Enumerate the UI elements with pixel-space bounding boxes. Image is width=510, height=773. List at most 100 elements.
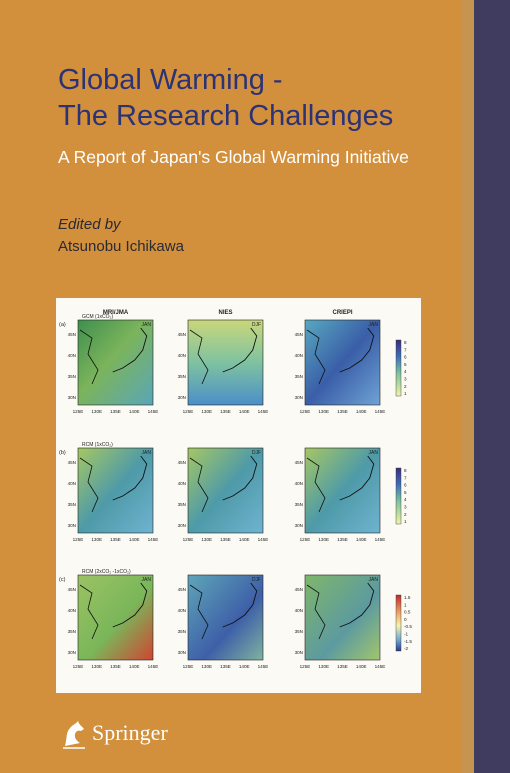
row-model-label: GCM (1xCO₂) — [82, 314, 113, 320]
coastline — [189, 584, 209, 640]
lat-tick-label: 30N — [68, 395, 76, 400]
japan-outline — [222, 455, 258, 501]
map-figure: MRI/JMA NIES CRIEPI (a) GCM (1xCO₂) JAN 45N 40N… — [59, 310, 412, 669]
title-line-1: Global Warming - — [58, 64, 283, 96]
japan-outline — [339, 455, 375, 501]
legend-tick-label: 1 — [404, 602, 407, 607]
lon-tick-label: 135E — [110, 664, 121, 669]
coastline — [306, 584, 326, 640]
legend-tick-label: 8 — [404, 468, 407, 473]
book-subtitle: A Report of Japan's Global Warming Initi… — [58, 147, 409, 167]
lat-tick-label: 45N — [178, 460, 186, 465]
coastline — [189, 457, 209, 513]
legend-tick-label: -1.5 — [404, 639, 412, 644]
legend-tick-label: 2 — [404, 512, 407, 517]
lat-tick-label: 40N — [68, 481, 76, 486]
legend-tick-label: 8 — [404, 340, 407, 345]
lon-tick-label: 140E — [239, 409, 250, 414]
lon-tick-label: 145E — [258, 664, 269, 669]
lat-tick-label: 40N — [178, 608, 186, 613]
cover-stripe-light — [462, 0, 474, 773]
column-header: NIES — [218, 310, 232, 316]
lat-tick-label: 35N — [68, 629, 76, 634]
legend-tick-label: 1.5 — [404, 595, 411, 600]
lon-tick-label: 140E — [356, 537, 367, 542]
lat-tick-label: 45N — [178, 332, 186, 337]
lon-tick-label: 130E — [201, 537, 212, 542]
lat-tick-label: 45N — [295, 460, 303, 465]
lat-tick-label: 35N — [295, 374, 303, 379]
lon-tick-label: 125E — [73, 409, 84, 414]
lat-tick-label: 45N — [295, 587, 303, 592]
lon-tick-label: 145E — [375, 537, 386, 542]
lon-tick-label: 140E — [356, 409, 367, 414]
lat-tick-label: 35N — [178, 629, 186, 634]
coastline — [189, 329, 209, 385]
map-panel — [187, 574, 264, 661]
lon-tick-label: 125E — [183, 664, 194, 669]
season-label: JAN — [142, 322, 152, 328]
lon-tick-label: 135E — [337, 537, 348, 542]
legend-tick-label: 4 — [404, 369, 407, 374]
lat-tick-label: 30N — [68, 650, 76, 655]
season-label: DJF — [252, 450, 261, 456]
lon-tick-label: 130E — [318, 664, 329, 669]
coastline — [306, 457, 326, 513]
color-legend — [395, 339, 402, 397]
publisher: Springer — [60, 716, 168, 750]
lat-tick-label: 40N — [295, 608, 303, 613]
lon-tick-label: 135E — [220, 409, 231, 414]
lon-tick-label: 135E — [220, 537, 231, 542]
row-label: (c) — [59, 577, 66, 583]
lon-tick-label: 125E — [183, 409, 194, 414]
season-label: JAN — [369, 577, 379, 583]
column-header: MRI/JMA — [103, 310, 129, 316]
map-panel — [187, 319, 264, 406]
lon-tick-label: 135E — [110, 537, 121, 542]
lon-tick-label: 135E — [337, 664, 348, 669]
japan-outline — [222, 327, 258, 373]
lat-tick-label: 40N — [178, 481, 186, 486]
lon-tick-label: 125E — [183, 537, 194, 542]
lat-tick-label: 35N — [178, 374, 186, 379]
row-label: (b) — [59, 450, 66, 456]
lon-tick-label: 130E — [91, 664, 102, 669]
lat-tick-label: 45N — [68, 460, 76, 465]
editor-name: Atsunobu Ichikawa — [58, 238, 184, 255]
japan-outline — [112, 327, 148, 373]
coastline — [306, 329, 326, 385]
lon-tick-label: 140E — [129, 664, 140, 669]
lat-tick-label: 40N — [68, 608, 76, 613]
lon-tick-label: 130E — [318, 537, 329, 542]
legend-tick-label: 3 — [404, 377, 407, 382]
cover-stripe-dark — [474, 0, 510, 773]
map-panel — [304, 574, 381, 661]
season-label: DJF — [252, 322, 261, 328]
japan-outline — [112, 582, 148, 628]
lon-tick-label: 145E — [258, 409, 269, 414]
map-panel — [187, 447, 264, 534]
legend-tick-label: 7 — [404, 475, 407, 480]
legend-tick-label: 1 — [404, 519, 407, 524]
lat-tick-label: 35N — [295, 502, 303, 507]
lon-tick-label: 145E — [375, 664, 386, 669]
lat-tick-label: 35N — [295, 629, 303, 634]
lon-tick-label: 130E — [318, 409, 329, 414]
row-model-label: RCM (1xCO₂) — [82, 442, 113, 448]
lat-tick-label: 45N — [295, 332, 303, 337]
lat-tick-label: 30N — [68, 523, 76, 528]
lat-tick-label: 30N — [178, 523, 186, 528]
lat-tick-label: 35N — [178, 502, 186, 507]
legend-tick-label: -0.5 — [404, 624, 412, 629]
publisher-name: Springer — [92, 720, 168, 745]
lon-tick-label: 125E — [300, 409, 311, 414]
row-model-label: RCM (2xCO₂ -1xCO₂) — [82, 569, 131, 575]
map-panel — [304, 319, 381, 406]
edited-by-label: Edited by — [58, 216, 121, 233]
lon-tick-label: 125E — [300, 664, 311, 669]
lon-tick-label: 140E — [356, 664, 367, 669]
lon-tick-label: 140E — [129, 409, 140, 414]
lon-tick-label: 140E — [239, 664, 250, 669]
season-label: JAN — [369, 322, 379, 328]
